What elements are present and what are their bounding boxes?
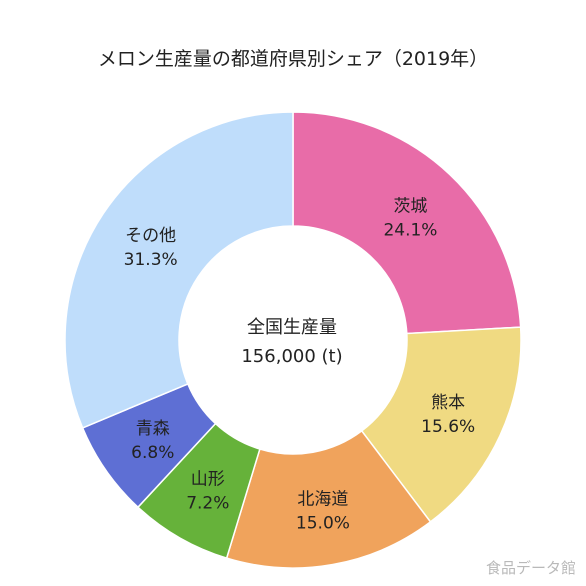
slice-value-label: 31.3% xyxy=(124,250,178,270)
slice-2 xyxy=(360,326,522,523)
center-label: 全国生産量 xyxy=(247,317,337,338)
center-value: 156,000 (t) xyxy=(241,346,342,367)
slice-value-label: 15.6% xyxy=(421,417,475,437)
slice-category-label: 茨城 xyxy=(393,197,427,217)
slice-value-label: 15.0% xyxy=(296,513,350,533)
slice-value-label: 24.1% xyxy=(383,221,437,241)
chart-title: メロン生産量の都道府県別シェア（2019年） xyxy=(97,48,489,70)
slice-category-label: 青森 xyxy=(136,419,170,439)
slice-category-label: 山形 xyxy=(191,469,225,489)
slice-3 xyxy=(225,429,432,569)
slice-value-label: 6.8% xyxy=(131,443,174,463)
slice-value-label: 7.2% xyxy=(186,493,229,513)
slice-6 xyxy=(64,111,294,429)
slice-1 xyxy=(292,111,522,335)
slice-category-label: その他 xyxy=(125,226,176,246)
watermark: 食品データ館 xyxy=(485,559,576,577)
slice-category-label: 熊本 xyxy=(431,393,465,413)
slice-category-label: 北海道 xyxy=(297,489,348,509)
